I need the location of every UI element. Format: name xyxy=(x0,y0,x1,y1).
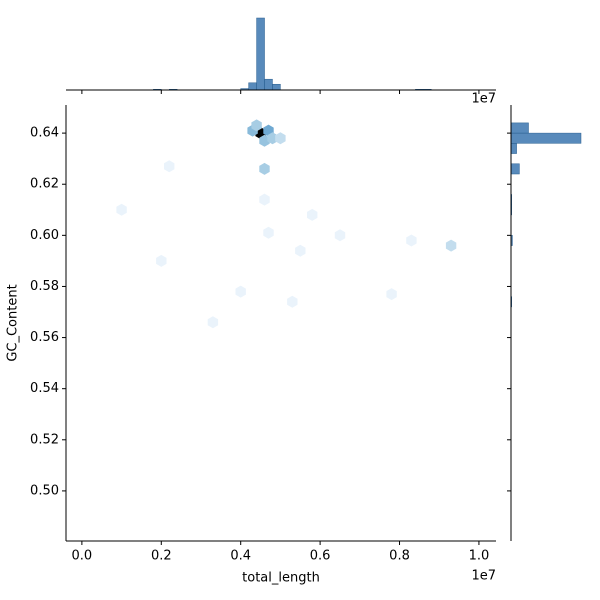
hexbin xyxy=(445,239,457,252)
histogram-bar xyxy=(510,122,529,134)
histogram-bar xyxy=(248,82,257,91)
hexbin xyxy=(259,162,270,175)
hexbin xyxy=(287,295,298,308)
histogram-bar xyxy=(272,83,281,91)
y-tick-label: 0.50 xyxy=(30,483,59,498)
hexbin xyxy=(164,160,175,173)
hexbin xyxy=(307,208,318,221)
histogram-bar xyxy=(264,78,273,91)
x-tick-label: 0.2 xyxy=(151,549,172,564)
hexbin xyxy=(251,119,262,132)
hexbin xyxy=(116,203,127,216)
y-tick-label: 0.52 xyxy=(30,432,59,447)
hexbin xyxy=(263,226,274,239)
x-axis-label: total_length xyxy=(242,571,320,586)
x-offset-label: 1e7 xyxy=(471,569,496,584)
hexbin xyxy=(156,254,167,267)
hexbin xyxy=(406,234,417,247)
y-tick-label: 0.58 xyxy=(30,279,59,294)
x-tick-label: 0.6 xyxy=(310,549,331,564)
hexbin xyxy=(295,244,306,257)
x-tick-label: 1.0 xyxy=(469,549,490,564)
histogram-bar xyxy=(510,143,517,154)
hexbin xyxy=(334,229,346,242)
y-tick-label: 0.56 xyxy=(30,330,59,345)
offset-label: 1e7 xyxy=(471,92,496,107)
hexbin xyxy=(386,288,397,301)
y-axis-label: GC_Content xyxy=(6,284,21,361)
y-tick-label: 0.64 xyxy=(30,126,59,141)
x-tick-label: 0.8 xyxy=(389,549,410,564)
y-tick-label: 0.54 xyxy=(30,381,59,396)
histogram-bar xyxy=(510,163,520,175)
hexbin xyxy=(267,132,278,145)
y-tick-label: 0.62 xyxy=(30,177,59,192)
hexbin xyxy=(259,193,270,206)
hexbin xyxy=(207,316,219,329)
y-tick-label: 0.60 xyxy=(30,228,59,243)
x-tick-label: 0.0 xyxy=(72,549,93,564)
x-tick-label: 0.4 xyxy=(230,549,251,564)
histogram-bar xyxy=(510,132,582,144)
hexbin xyxy=(275,132,286,145)
hexbin xyxy=(235,285,246,298)
histogram-bar xyxy=(256,17,265,91)
hexbin xyxy=(259,134,270,147)
